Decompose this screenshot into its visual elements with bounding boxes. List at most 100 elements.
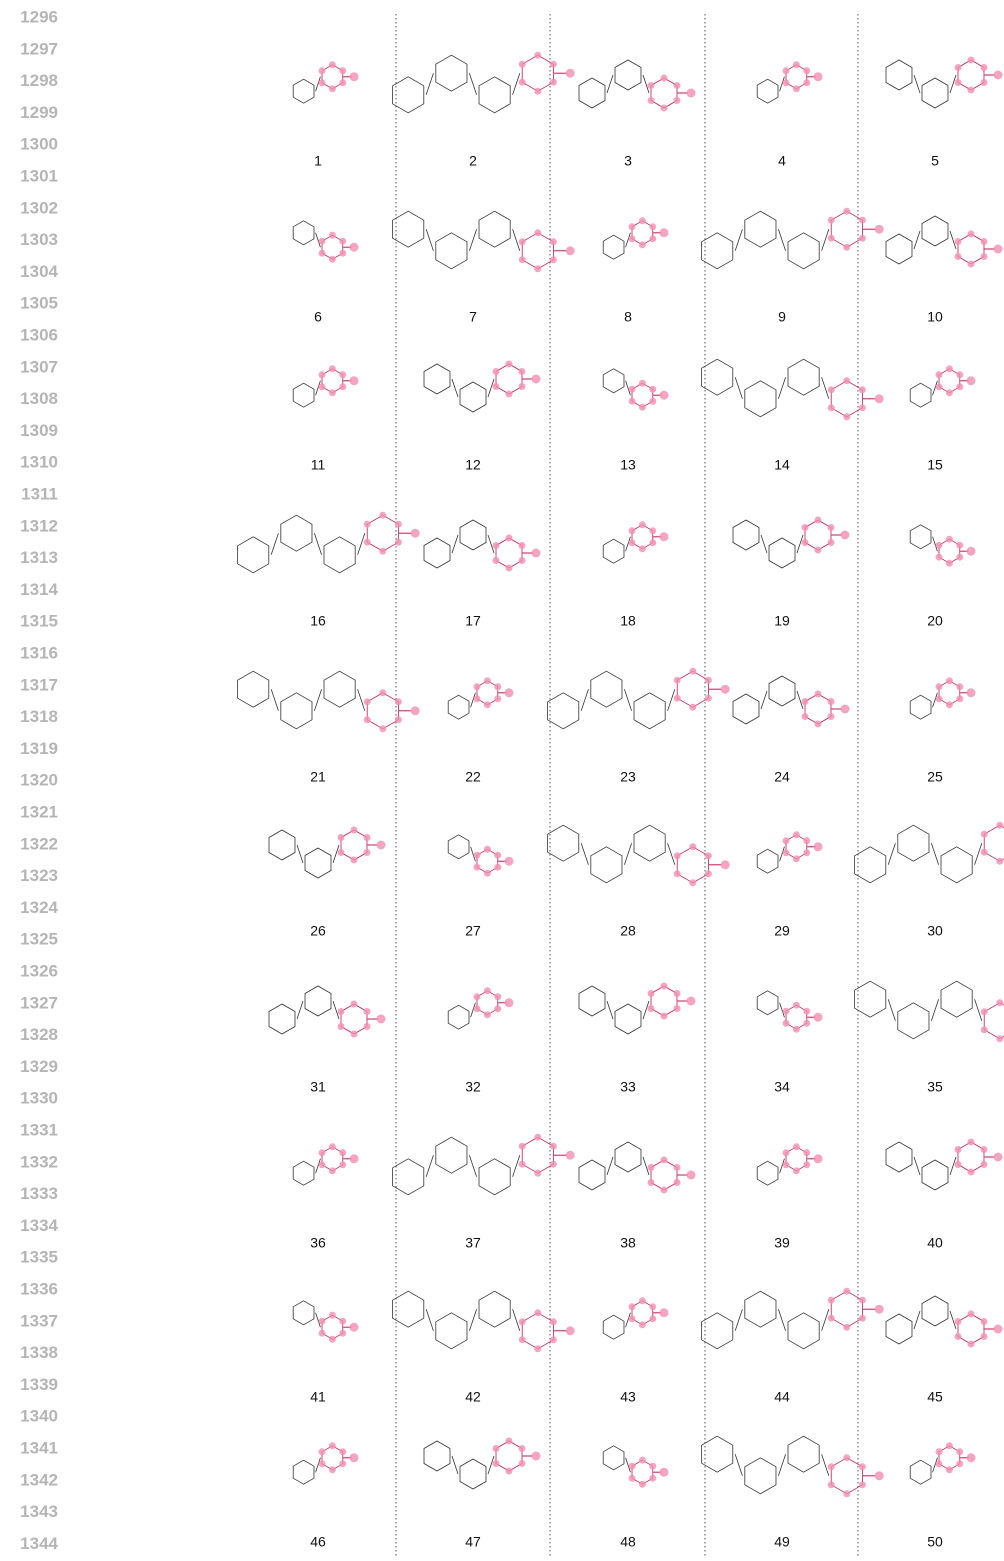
bond (581, 689, 588, 711)
highlight (550, 61, 557, 68)
ring (769, 538, 795, 568)
ring (341, 1004, 367, 1034)
highlight (956, 1448, 963, 1455)
ring (579, 78, 605, 108)
highlight (534, 1170, 541, 1177)
highlight (648, 82, 655, 89)
highlight (828, 217, 835, 224)
highlight (859, 386, 866, 393)
highlight (534, 265, 541, 272)
line-number: 1317 (20, 675, 58, 694)
bond (822, 229, 829, 251)
molecule-label: 35 (927, 1079, 943, 1095)
bond (931, 843, 938, 865)
molecule (424, 520, 540, 572)
highlight (783, 67, 790, 74)
line-number: 1333 (20, 1184, 58, 1203)
highlight (339, 1330, 346, 1337)
ring (634, 693, 665, 729)
highlight (339, 250, 346, 257)
molecule-label: 49 (774, 1534, 790, 1550)
highlight (828, 386, 835, 393)
highlight (968, 1341, 975, 1348)
highlight (815, 517, 822, 524)
highlight (843, 244, 850, 251)
molecule-label: 47 (465, 1534, 481, 1550)
molecule (886, 1139, 1002, 1191)
highlight (803, 67, 810, 74)
highlight (673, 82, 680, 89)
highlight (411, 706, 420, 715)
highlight (956, 383, 963, 390)
bond (778, 377, 785, 399)
highlight (395, 698, 402, 705)
highlight (814, 1013, 823, 1022)
highlight (967, 376, 976, 385)
highlight (956, 683, 963, 690)
highlight (639, 1297, 646, 1304)
bond (452, 379, 458, 397)
highlight (955, 1161, 962, 1168)
highlight (339, 1161, 346, 1168)
highlight (649, 398, 656, 405)
molecule (293, 1301, 358, 1343)
bond (271, 533, 278, 555)
bond (735, 377, 742, 399)
highlight (661, 1187, 668, 1194)
ring (448, 695, 469, 719)
bond (975, 999, 982, 1021)
highlight (946, 677, 953, 684)
molecule-label: 12 (465, 457, 481, 473)
highlight (968, 1139, 975, 1146)
molecule (393, 52, 575, 113)
highlight (705, 870, 712, 877)
highlight (339, 1318, 346, 1325)
ring (424, 538, 450, 568)
molecule-label: 2 (469, 153, 477, 169)
ring (788, 1436, 819, 1472)
highlight (996, 822, 1003, 829)
highlight (629, 223, 636, 230)
highlight (721, 685, 730, 694)
highlight (338, 1023, 345, 1030)
molecule (269, 827, 385, 879)
ring (548, 693, 579, 729)
highlight (936, 683, 943, 690)
line-number: 1305 (20, 294, 58, 313)
ring (496, 538, 522, 568)
highlight (946, 365, 953, 372)
ring (436, 55, 467, 91)
highlight (841, 705, 850, 714)
highlight (494, 1005, 501, 1012)
ring (745, 1458, 776, 1494)
line-number: 1297 (20, 39, 58, 58)
molecule (910, 1442, 975, 1484)
ring (436, 1137, 467, 1173)
ring (579, 1160, 605, 1190)
highlight (793, 85, 800, 92)
highlight (673, 990, 680, 997)
highlight (673, 1005, 680, 1012)
ring (322, 235, 343, 259)
bond (426, 1309, 433, 1331)
molecule (702, 1436, 884, 1497)
ring (436, 233, 467, 269)
highlight (803, 837, 810, 844)
ring (757, 849, 778, 873)
bond (735, 1454, 742, 1476)
highlight (827, 524, 834, 531)
ring (757, 1161, 778, 1185)
highlight (859, 404, 866, 411)
highlight (649, 1303, 656, 1310)
highlight (484, 870, 491, 877)
highlight (474, 993, 481, 1000)
bond (931, 999, 938, 1021)
ring (677, 847, 708, 883)
highlight (793, 831, 800, 838)
highlight (649, 1475, 656, 1482)
highlight (996, 1035, 1003, 1042)
highlight (338, 1008, 345, 1015)
ring (632, 221, 653, 245)
ring (479, 77, 510, 113)
highlight (994, 245, 1003, 254)
